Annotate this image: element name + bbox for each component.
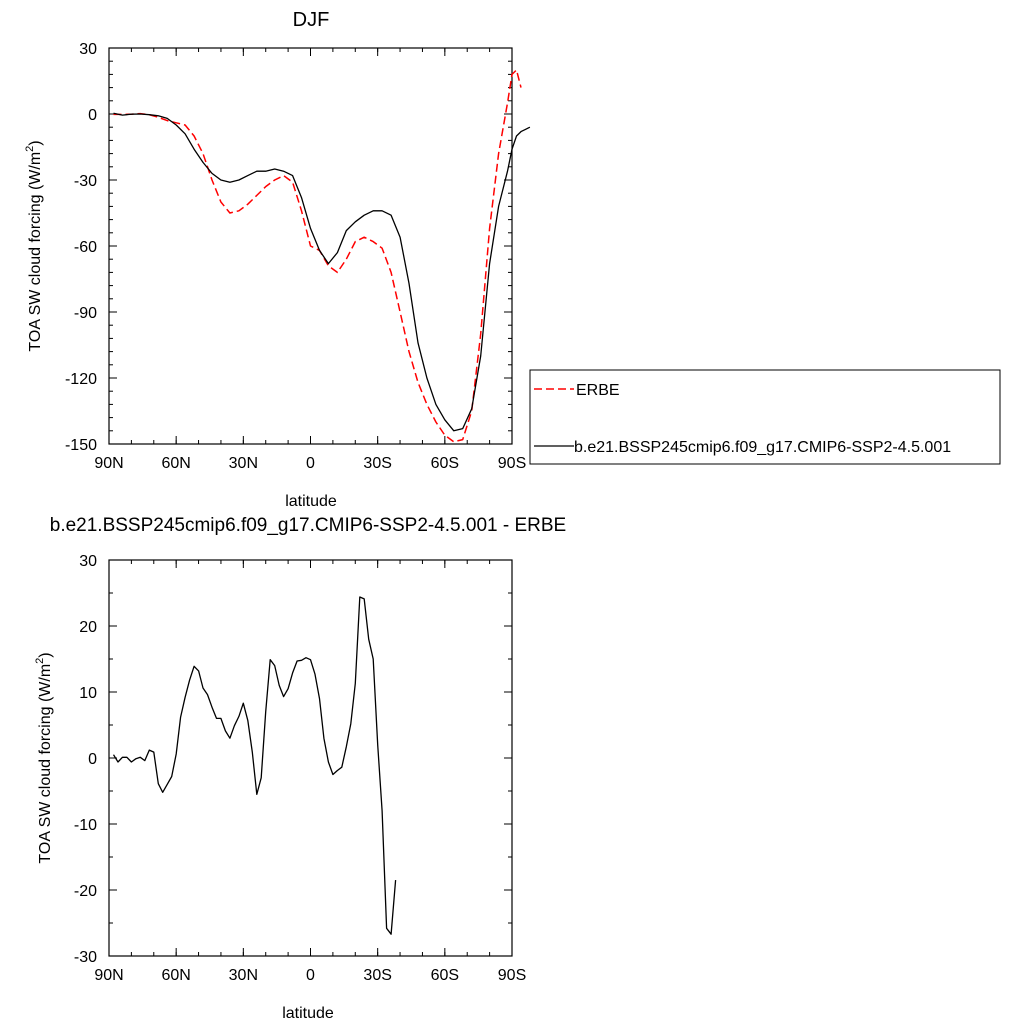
bottom-y-axis-label: TOA SW cloud forcing (W/m2) [34,652,54,863]
bottom-y-tick-label: 0 [88,751,97,768]
bottom-x-axis: 90N 60N 30N 0 30S 60S 90S [94,560,526,984]
bottom-y-tick-label: 10 [79,685,97,702]
legend: ERBE b.e21.BSSP245cmip6.f09_g17.CMIP6-SS… [529,369,1001,465]
bottom-y-axis: 30 20 10 0 -10 -20 -30 [74,553,512,966]
top-y-axis-label-main: TOA SW cloud forcing (W/m [27,152,44,352]
legend-label-model: b.e21.BSSP245cmip6.f09_g17.CMIP6-SSP2-4.… [574,439,951,456]
top-series-line-0 [113,69,522,443]
bottom-x-tick-label: 90S [498,967,526,984]
top-y-tick-label: 0 [88,107,97,124]
bottom-y-axis-label-tail: ) [37,652,54,657]
bottom-series-lines [112,596,397,935]
top-chart-title: DJF [293,9,330,31]
top-x-tick-label: 60S [431,455,459,472]
bottom-y-tick-label: -20 [74,883,97,900]
bottom-chart-title: b.e21.BSSP245cmip6.f09_g17.CMIP6-SSP2-4.… [50,515,566,536]
top-y-tick-label: -60 [74,239,97,256]
top-y-axis: 30 0 -30 -60 -90 -120 -150 [65,41,512,454]
bottom-x-axis-label: latitude [282,1005,334,1022]
bottom-plot-frame [108,559,513,957]
legend-label-erbe: ERBE [576,382,620,399]
bottom-series-line-0 [112,596,397,935]
top-x-tick-label: 90S [498,455,526,472]
top-y-axis-label: TOA SW cloud forcing (W/m2) [24,140,44,351]
legend-box [529,369,1001,465]
bottom-y-axis-label-main: TOA SW cloud forcing (W/m [37,664,54,864]
top-x-tick-label: 30S [363,455,391,472]
top-y-tick-label: -150 [65,437,97,454]
bottom-x-tick-label: 0 [306,967,315,984]
top-x-tick-label: 90N [94,455,123,472]
bottom-x-tick-label: 30N [229,967,258,984]
bottom-x-tick-label: 60S [431,967,459,984]
top-y-tick-label: -90 [74,305,97,322]
top-x-tick-label: 30N [229,455,258,472]
top-y-tick-label: -120 [65,371,97,388]
top-y-tick-label: -30 [74,173,97,190]
bottom-y-tick-label: 20 [79,619,97,636]
top-y-tick-label: 30 [79,41,97,58]
top-series-lines [113,69,531,443]
bottom-x-tick-label: 60N [161,967,190,984]
bottom-y-axis-label-sup: 2 [34,658,46,664]
top-x-axis-label: latitude [285,493,337,510]
top-panel: DJF 30 0 -30 -60 -90 -120 -150 90N 60N 30N 0 30S 60… [24,9,1001,510]
top-y-axis-label-tail: ) [27,140,44,145]
bottom-x-tick-label: 30S [363,967,391,984]
bottom-x-tick-label: 90N [94,967,123,984]
top-x-tick-label: 0 [306,455,315,472]
top-series-line-1 [113,112,531,432]
bottom-y-tick-label: -10 [74,817,97,834]
top-y-axis-label-sup: 2 [24,146,36,152]
bottom-y-tick-label: 30 [79,553,97,570]
bottom-y-tick-label: -30 [74,949,97,966]
top-x-axis: 90N 60N 30N 0 30S 60S 90S [94,48,526,472]
top-x-tick-label: 60N [161,455,190,472]
bottom-panel: b.e21.BSSP245cmip6.f09_g17.CMIP6-SSP2-4.… [34,515,566,1022]
